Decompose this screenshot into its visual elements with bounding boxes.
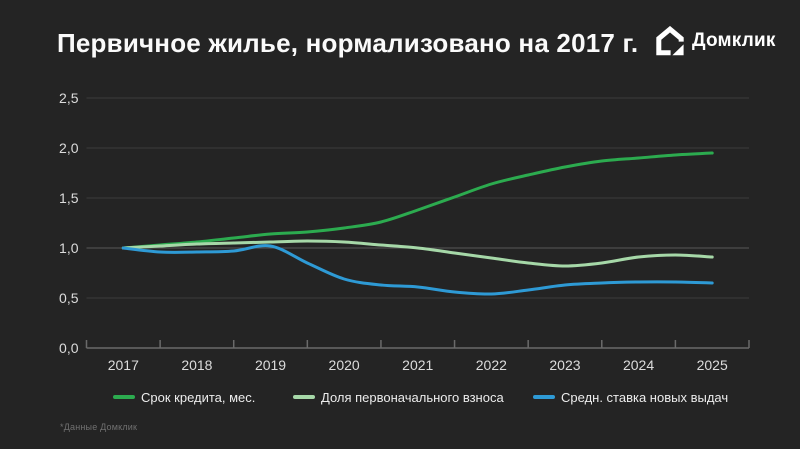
x-axis-label: 2024 (622, 357, 655, 373)
x-axis-label: 2018 (181, 357, 213, 373)
x-axis-label: 2021 (402, 357, 434, 373)
x-axis-label: 2025 (696, 357, 728, 373)
legend-swatch (293, 395, 315, 399)
y-axis-label: 0,0 (59, 340, 79, 356)
series-line-0 (121, 151, 714, 250)
legend-item-2: Средн. ставка новых выдач (533, 389, 728, 405)
legend-label: Средн. ставка новых выдач (561, 389, 729, 405)
x-axis-label: 2023 (549, 357, 581, 373)
series-line-2 (121, 244, 714, 296)
legend-item-0: Срок кредита, мес. (113, 389, 255, 405)
x-axis-label: 2017 (107, 357, 139, 373)
legend-swatch (113, 395, 135, 399)
y-axis-label: 1,5 (59, 190, 79, 206)
x-axis-label: 2022 (475, 357, 507, 373)
x-axis-label: 2020 (328, 357, 360, 373)
y-axis-label: 2,0 (59, 140, 79, 156)
domclick-house-icon (656, 26, 684, 56)
page-title: Первичное жилье, нормализовано на 2017 г… (57, 28, 639, 58)
y-axis-label: 2,5 (59, 90, 79, 106)
x-axis-label: 2019 (254, 357, 287, 373)
domclick-logo-text: Домклик (692, 30, 776, 51)
footnote: *Данные Домклик (60, 422, 138, 432)
y-axis-label: 1,0 (59, 240, 79, 256)
domclick-logo: Домклик (655, 26, 776, 56)
y-axis-label: 0,5 (59, 290, 79, 306)
series-line-1 (121, 239, 714, 268)
legend-swatch (533, 395, 555, 399)
legend-label: Срок кредита, мес. (141, 389, 256, 405)
legend-label: Доля первоначального взноса (321, 389, 504, 405)
legend-item-1: Доля первоначального взноса (293, 389, 504, 405)
